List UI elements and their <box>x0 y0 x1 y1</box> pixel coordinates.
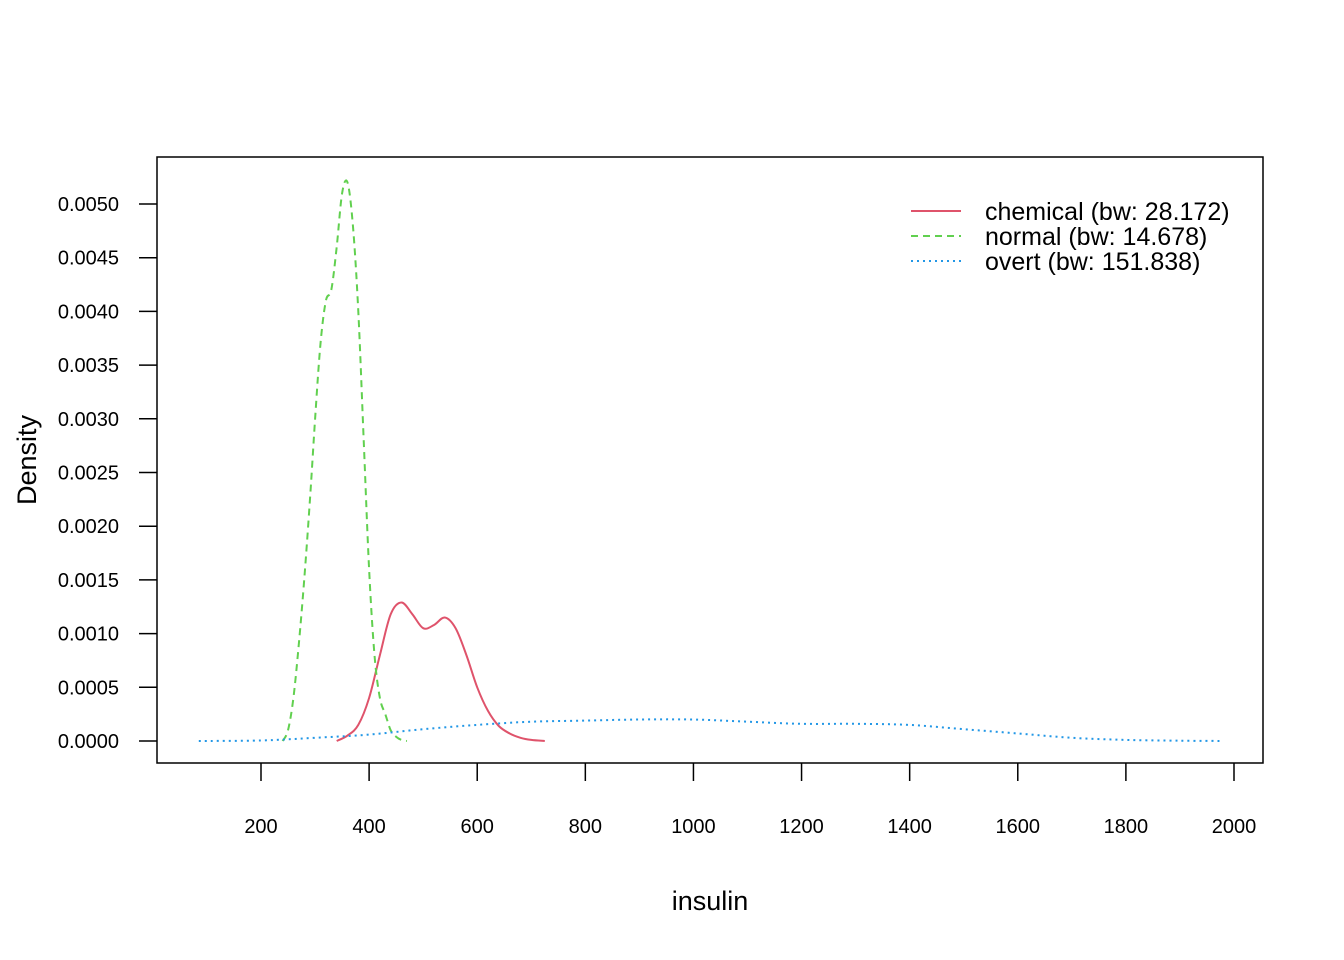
y-tick-label: 0.0050 <box>58 194 119 216</box>
x-tick-label: 1200 <box>779 816 824 838</box>
y-tick-label: 0.0045 <box>58 248 119 270</box>
x-axis-title: insulin <box>672 886 749 916</box>
x-tick-label: 1000 <box>671 816 716 838</box>
y-tick-label: 0.0030 <box>58 409 119 431</box>
x-tick-label: 2000 <box>1212 816 1257 838</box>
x-tick-label: 600 <box>461 816 494 838</box>
series-line-1 <box>281 179 408 742</box>
plot-frame <box>156 156 1264 764</box>
x-tick-label: 1400 <box>887 816 932 838</box>
y-tick-label: 0.0025 <box>58 463 119 485</box>
y-axis: 0.0000 0.0005 0.0010 0.0015 0.0020 0.0025 0.00… <box>58 194 157 753</box>
x-tick-label: 1600 <box>996 816 1041 838</box>
legend: chemical (bw: 28.172)normal (bw: 14.678)… <box>911 198 1230 276</box>
y-tick-label: 0.0000 <box>58 731 119 753</box>
y-tick-label: 0.0010 <box>58 624 119 646</box>
series-line-2 <box>198 718 1224 742</box>
x-tick-label: 800 <box>569 816 602 838</box>
series-layer <box>198 179 1224 742</box>
y-tick-label: 0.0015 <box>58 570 119 592</box>
series-line-0 <box>336 601 545 742</box>
y-tick-label: 0.0035 <box>58 355 119 377</box>
x-axis: 200 400 600 800 1000 1200 1400 1600 1800 2000 <box>244 763 1256 838</box>
legend-label-0: chemical (bw: 28.172) <box>985 198 1230 226</box>
y-tick-label: 0.0005 <box>58 677 119 699</box>
legend-label-1: normal (bw: 14.678) <box>985 223 1207 251</box>
x-tick-label: 1800 <box>1104 816 1149 838</box>
y-tick-label: 0.0020 <box>58 516 119 538</box>
y-axis-title: Density <box>12 414 42 505</box>
x-tick-label: 200 <box>244 816 277 838</box>
legend-label-2: overt (bw: 151.838) <box>985 248 1200 276</box>
x-tick-label: 400 <box>352 816 385 838</box>
y-tick-label: 0.0040 <box>58 301 119 323</box>
